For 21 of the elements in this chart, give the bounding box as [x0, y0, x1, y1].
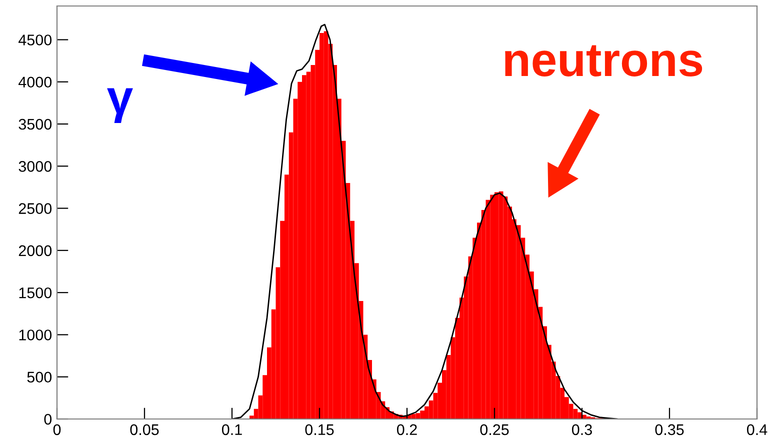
x-tick-label: 0.35 [655, 424, 684, 436]
y-tick-label: 1500 [19, 287, 52, 298]
y-tick-label: 3500 [18, 118, 52, 130]
annotation: neutrons [505, 45, 702, 76]
y-tick-label: 0 [44, 414, 52, 425]
x-tick-label: 0.25 [480, 424, 509, 436]
x-tick-label: 0.1 [222, 424, 242, 436]
y-tick-label: 4500 [18, 34, 52, 46]
y-tick-label: 2500 [18, 203, 52, 214]
x-tick-label: 0.05 [130, 424, 159, 436]
y-tick-label: 1000 [19, 330, 52, 340]
y-tick-label: 4000 [18, 76, 52, 88]
x-tick-label: 0.3 [572, 424, 592, 436]
y-tick-label: 2000 [18, 245, 52, 256]
x-tick-label: 0.2 [396, 424, 417, 436]
annotation: γ [107, 88, 133, 123]
x-tick-label: 0 [53, 424, 61, 436]
x-tick-label: 0.4 [746, 424, 768, 436]
y-tick-label: 3000 [18, 161, 52, 172]
x-tick-label: 0.15 [305, 424, 334, 436]
y-tick-label: 500 [27, 372, 52, 383]
